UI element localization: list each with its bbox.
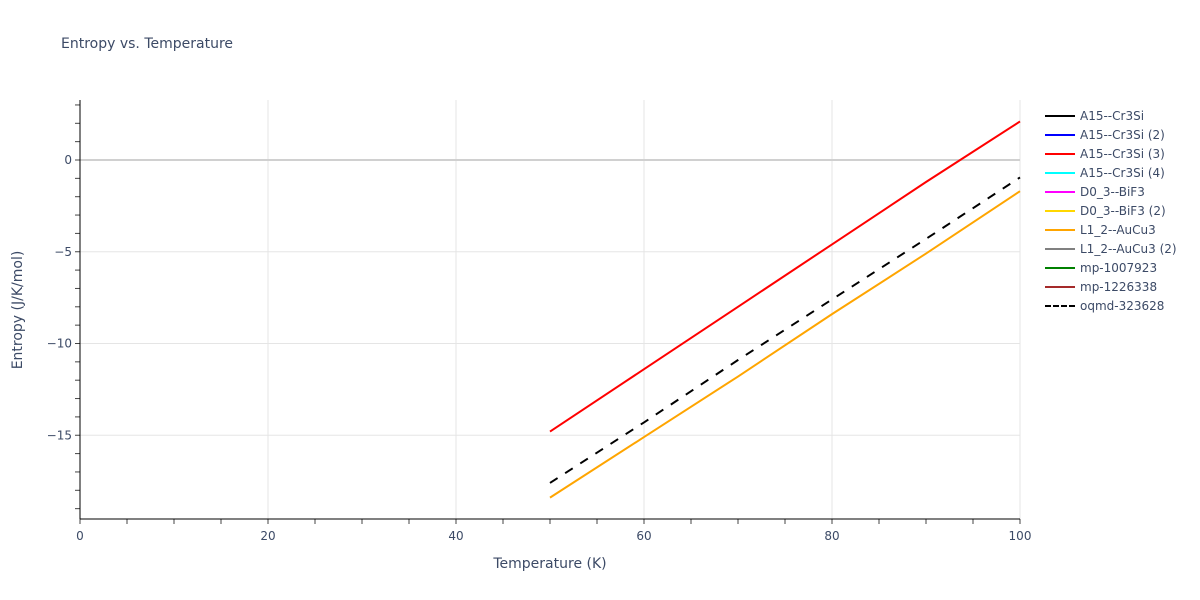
legend-item[interactable]: A15--Cr3Si (3) [1045, 144, 1177, 163]
series-line [549, 190, 1021, 499]
legend-item[interactable]: L1_2--AuCu3 (2) [1045, 239, 1177, 258]
legend-item[interactable]: mp-1007923 [1045, 258, 1177, 277]
legend-item[interactable]: D0_3--BiF3 [1045, 182, 1177, 201]
axes: 0 20 40 60 80 100 0 −5 −10 −15 [47, 100, 1032, 543]
legend-swatch-icon [1045, 152, 1075, 155]
legend-label: L1_2--AuCu3 (2) [1080, 241, 1177, 256]
legend-item[interactable]: A15--Cr3Si (4) [1045, 163, 1177, 182]
legend-swatch-icon [1045, 190, 1075, 193]
legend-swatch-icon [1045, 133, 1075, 136]
y-tick-label: 0 [64, 153, 72, 167]
legend-label: mp-1007923 [1080, 260, 1158, 275]
legend-swatch-icon [1045, 171, 1075, 174]
legend-label: D0_3--BiF3 [1080, 184, 1145, 199]
x-tick-label: 80 [824, 529, 839, 543]
legend-swatch-icon [1045, 228, 1075, 231]
legend-label: A15--Cr3Si (3) [1080, 146, 1165, 161]
legend-swatch-icon [1045, 285, 1075, 288]
legend-label: A15--Cr3Si [1080, 108, 1145, 123]
legend-label: mp-1226338 [1080, 279, 1158, 294]
legend-label: oqmd-323628 [1080, 298, 1165, 313]
legend-item[interactable]: L1_2--AuCu3 [1045, 220, 1177, 239]
legend-label: L1_2--AuCu3 [1080, 222, 1156, 237]
legend-swatch-icon [1045, 304, 1075, 307]
x-axis-label: Temperature (K) [492, 556, 606, 572]
legend-label: D0_3--BiF3 (2) [1080, 203, 1166, 218]
x-tick-label: 20 [260, 529, 275, 543]
series-line [549, 176, 1021, 484]
legend-item[interactable]: A15--Cr3Si (2) [1045, 125, 1177, 144]
legend-label: A15--Cr3Si (2) [1080, 127, 1165, 142]
chart-title: Entropy vs. Temperature [61, 36, 234, 52]
legend-item[interactable]: D0_3--BiF3 (2) [1045, 201, 1177, 220]
x-tick-label: 60 [636, 529, 651, 543]
x-tick-label: 100 [1009, 529, 1032, 543]
y-tick-label: −10 [47, 337, 72, 351]
y-axis-label: Entropy (J/K/mol) [10, 251, 26, 370]
legend-swatch-icon [1045, 209, 1075, 212]
legend: A15--Cr3Si A15--Cr3Si (2) A15--Cr3Si (3) A1… [1045, 106, 1177, 315]
x-tick-label: 0 [76, 529, 84, 543]
legend-item[interactable]: A15--Cr3Si [1045, 106, 1177, 125]
legend-item[interactable]: oqmd-323628 [1045, 296, 1177, 315]
gridlines [80, 100, 1021, 519]
y-tick-label: −15 [47, 428, 72, 442]
legend-swatch-icon [1045, 266, 1075, 269]
series-lines [549, 120, 1021, 499]
series-line [549, 120, 1021, 433]
legend-swatch-icon [1045, 247, 1075, 250]
y-tick-label: −5 [54, 245, 72, 259]
legend-label: A15--Cr3Si (4) [1080, 165, 1165, 180]
legend-item[interactable]: mp-1226338 [1045, 277, 1177, 296]
legend-swatch-icon [1045, 114, 1075, 117]
x-tick-label: 40 [448, 529, 463, 543]
